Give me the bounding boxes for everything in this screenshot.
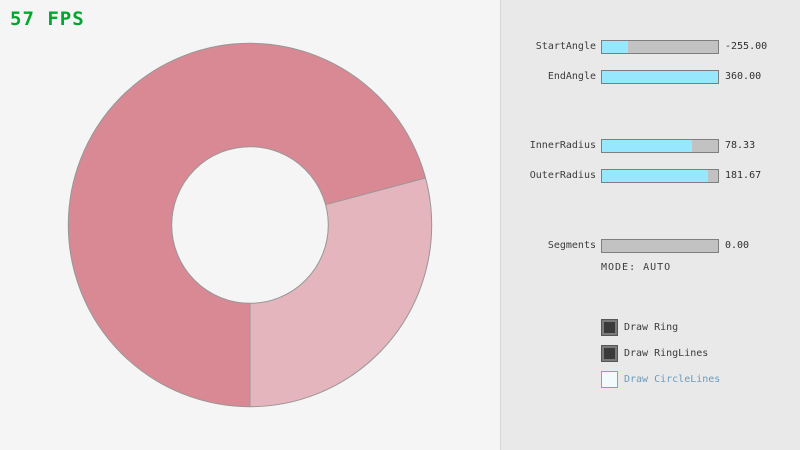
draw-ringlines-checkbox[interactable]: [601, 345, 618, 362]
startangle-label: StartAngle: [535, 41, 596, 52]
endangle-value: 360.00: [725, 71, 762, 82]
endangle-slider-fill: [602, 71, 718, 83]
checkbox-row-draw-ring: Draw Ring: [601, 319, 791, 336]
innerradius-value: 78.33: [725, 140, 756, 151]
outerradius-value: 181.67: [725, 170, 762, 181]
slider-row-endangle: EndAngle 360.00: [501, 70, 800, 84]
fps-counter: 57 FPS: [10, 8, 85, 30]
ring-outline: [67, 42, 433, 408]
startangle-slider[interactable]: [601, 40, 719, 54]
innerradius-slider[interactable]: [601, 139, 719, 153]
slider-row-segments: Segments 0.00: [501, 239, 800, 253]
segments-mode-text: MODE: AUTO: [601, 262, 672, 273]
innerradius-slider-fill: [602, 140, 693, 152]
draw-ringlines-label: Draw RingLines: [624, 348, 709, 359]
outerradius-slider-fill: [602, 170, 708, 182]
slider-row-outerradius: OuterRadius 181.67: [501, 169, 800, 183]
ring-dark-sector: [68, 43, 426, 407]
segments-label: Segments: [547, 240, 596, 251]
controls-panel: StartAngle -255.00 EndAngle 360.00 Inner…: [500, 0, 800, 450]
outerradius-slider[interactable]: [601, 169, 719, 183]
slider-row-startangle: StartAngle -255.00: [501, 40, 800, 54]
innerradius-label: InnerRadius: [529, 140, 596, 151]
endangle-slider[interactable]: [601, 70, 719, 84]
segments-slider[interactable]: [601, 239, 719, 253]
ring-inner-circle: [171, 146, 329, 304]
segments-value: 0.00: [725, 240, 750, 251]
startangle-slider-fill: [602, 41, 628, 53]
ring-canvas: [67, 42, 433, 408]
ring-light-sector: [250, 178, 432, 407]
outerradius-label: OuterRadius: [529, 170, 596, 181]
checkbox-row-draw-ringlines: Draw RingLines: [601, 345, 791, 362]
ring-segment-line-end: [325, 177, 426, 206]
draw-circlelines-checkbox[interactable]: [601, 371, 618, 388]
draw-ring-label: Draw Ring: [624, 322, 679, 333]
draw-ring-checkbox[interactable]: [601, 319, 618, 336]
startangle-value: -255.00: [725, 41, 768, 52]
slider-row-innerradius: InnerRadius 78.33: [501, 139, 800, 153]
checkbox-row-draw-circlelines: Draw CircleLines: [601, 371, 791, 388]
draw-circlelines-label: Draw CircleLines: [624, 374, 721, 385]
endangle-label: EndAngle: [547, 71, 596, 82]
